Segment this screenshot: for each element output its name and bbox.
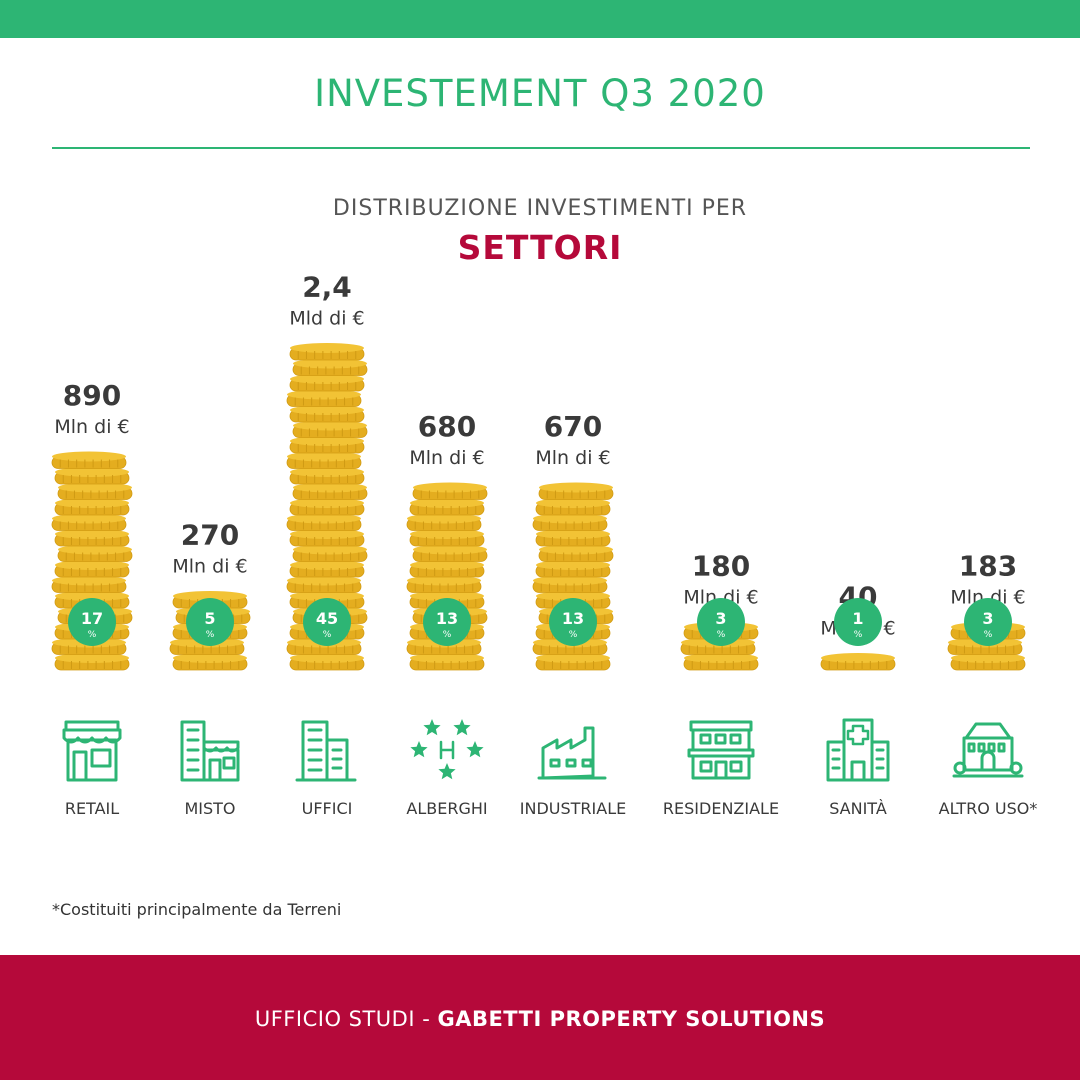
hotel-stars-icon [410,719,484,780]
footer-prefix: UFFICIO STUDI - [254,1007,438,1031]
percent-value: 3 [715,609,726,628]
top-accent-bar [0,0,1080,38]
percent-badge [68,598,116,646]
category-label: UFFICI [302,799,353,818]
mixed-building-icon [180,720,240,782]
percent-value: 17 [81,609,103,628]
percent-value: 13 [436,609,458,628]
chart-subtitle-highlight: SETTORI [457,228,623,267]
chart-subtitle: DISTRIBUZIONE INVESTIMENTI PER [332,196,748,221]
unit-label: Mln di € [683,587,758,609]
office-building-icon [295,720,357,782]
footer-band [0,955,1080,1080]
category-label: ALBERGHI [406,799,487,818]
percent-value: 1 [852,609,863,628]
percent-symbol: % [206,630,215,640]
footnote: *Costituiti principalmente da Terreni [52,900,342,919]
value-label: 680 [418,410,476,443]
percent-symbol: % [443,630,452,640]
category-label: INDUSTRIALE [520,799,626,818]
percent-badge [964,598,1012,646]
factory-icon [537,726,607,780]
percent-badge [423,598,471,646]
percent-badge [303,598,351,646]
page-title: INVESTEMENT Q3 2020 [314,72,766,115]
percent-symbol: % [854,630,863,640]
percent-symbol: % [323,630,332,640]
footer-company: GABETTI PROPERTY SOLUTIONS [437,1007,826,1031]
value-label: 183 [959,550,1017,583]
percent-symbol: % [984,630,993,640]
unit-label: Mld di € [289,308,364,330]
shop-icon [62,720,122,782]
value-label: 270 [181,519,239,552]
category-label: MISTO [184,799,235,818]
percent-badge [549,598,597,646]
percent-badge [834,598,882,646]
unit-label: Mln di € [535,447,610,469]
percent-value: 45 [316,609,338,628]
unit-label: Mln di € [54,416,129,438]
value-label: 890 [63,379,121,412]
percent-badge [186,598,234,646]
category-label: ALTRO USO* [939,799,1038,818]
coin-stack [286,343,368,671]
hospital-icon [826,718,890,782]
unit-label: Mln di € [409,447,484,469]
title-divider [52,147,1030,149]
percent-value: 13 [562,609,584,628]
coin-stack [820,653,896,671]
value-label: 2,4 [302,271,352,304]
value-label: 180 [692,550,750,583]
unit-label: Mln di € [172,556,247,578]
villa-icon [952,722,1024,778]
percent-value: 3 [982,609,993,628]
percent-symbol: % [717,630,726,640]
category-label: RETAIL [65,799,119,818]
footer-credit: UFFICIO STUDI - GABETTI PROPERTY SOLUTIO… [0,1007,1080,1031]
percent-value: 5 [204,609,215,628]
value-label: 670 [544,410,602,443]
percent-symbol: % [569,630,578,640]
category-label: SANITÀ [829,799,887,818]
percent-badge [697,598,745,646]
percent-symbol: % [88,630,97,640]
unit-label: Mln di € [950,587,1025,609]
house-icon [687,720,755,780]
category-label: RESIDENZIALE [663,799,779,818]
